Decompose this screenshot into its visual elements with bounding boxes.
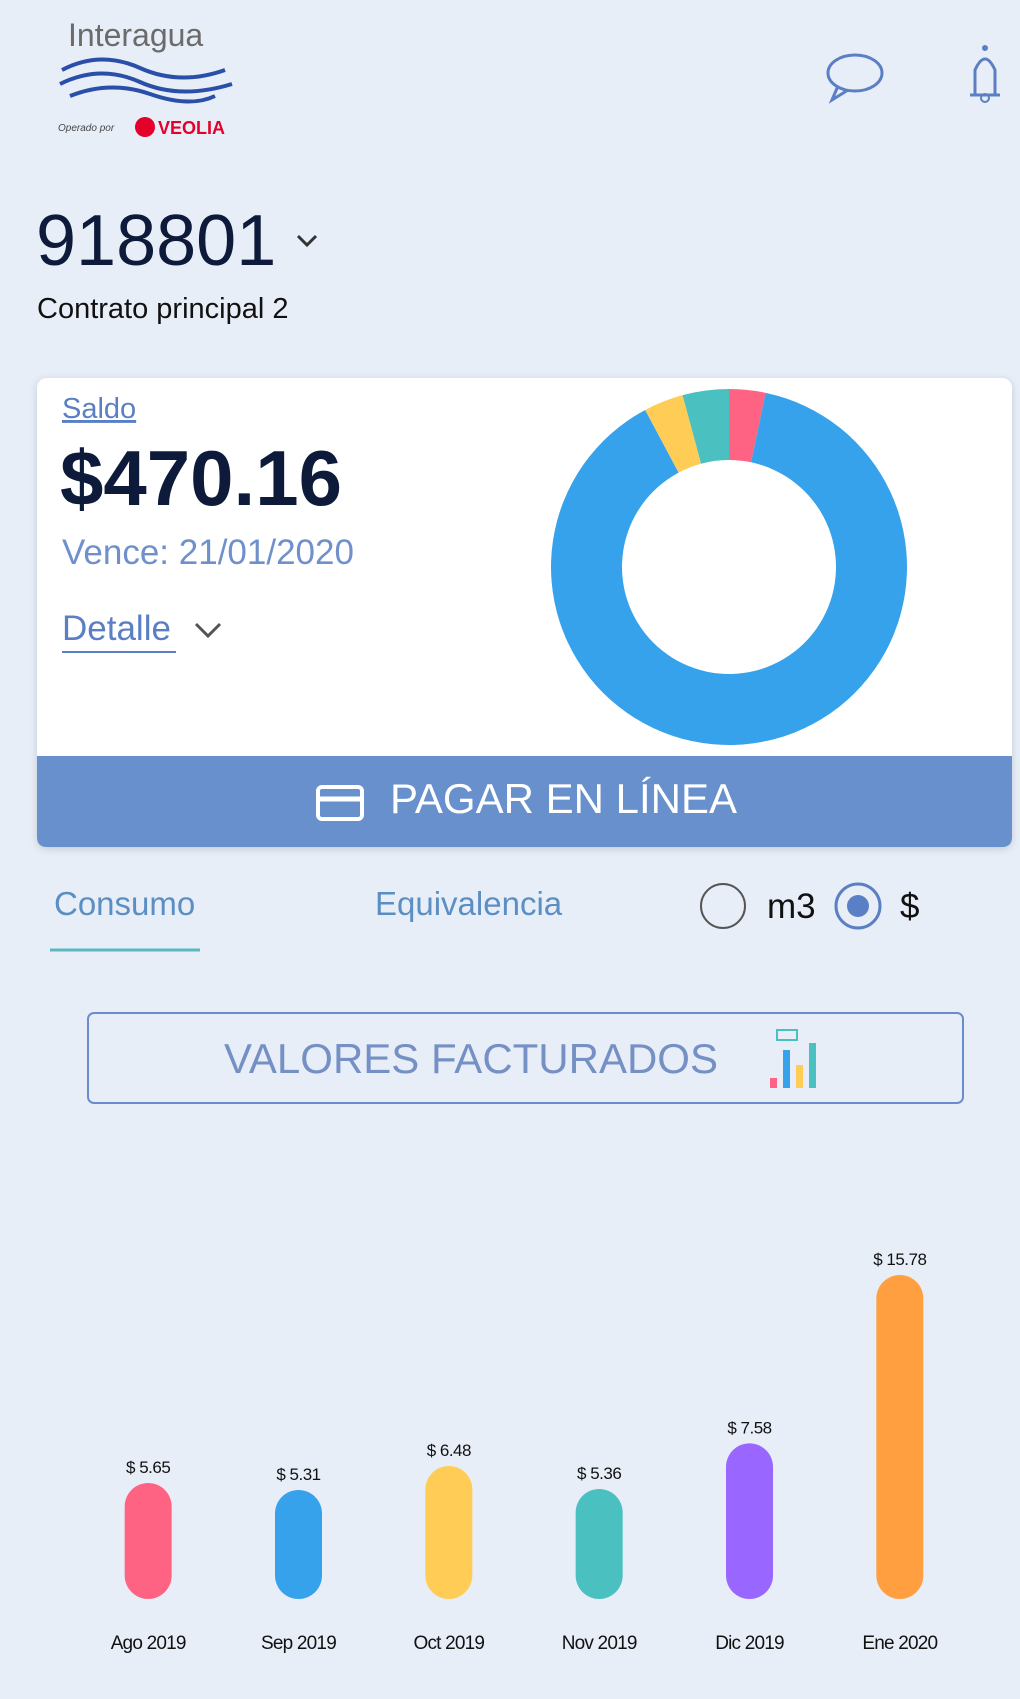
donut-segment	[551, 392, 907, 745]
bar	[425, 1465, 473, 1599]
operator-brand: VEOLIA	[158, 118, 225, 138]
account-chevron[interactable]	[296, 234, 318, 248]
balance-label[interactable]: Saldo	[62, 393, 136, 425]
radio-dollar[interactable]	[834, 882, 882, 930]
x-tick-label: Oct 2019	[413, 1633, 484, 1654]
unit-m3[interactable]: m3	[767, 887, 816, 926]
bar	[726, 1443, 773, 1599]
bar-value-label: $ 5.31	[276, 1465, 320, 1484]
bar	[275, 1489, 322, 1599]
charts: $ 5.65 Ago 2019 $ 5.31 Sep 2019 $ 6.48 Oct 20…	[111, 389, 938, 1654]
x-tick-label: Dic 2019	[715, 1633, 784, 1654]
x-tick-label: Ene 2020	[862, 1633, 937, 1654]
due-date: Vence: 21/01/2020	[62, 533, 354, 572]
tab-equivalencia[interactable]: Equivalencia	[375, 885, 563, 922]
balance-amount: $470.16	[60, 434, 342, 522]
x-tick-label: Ago 2019	[111, 1633, 186, 1654]
bar	[876, 1275, 924, 1599]
chart-icon	[770, 1029, 816, 1088]
pay-button[interactable]	[37, 756, 1012, 847]
contract-name: Contrato principal 2	[37, 293, 288, 325]
bar	[124, 1482, 172, 1599]
logo-waves	[59, 57, 233, 104]
chat-icon[interactable]	[826, 53, 884, 104]
bar-value-label: $ 5.36	[577, 1464, 621, 1483]
bar-value-label: $ 6.48	[427, 1441, 471, 1460]
radio-m3[interactable]	[700, 883, 746, 929]
bar	[575, 1488, 623, 1599]
operator: Operado por	[58, 123, 115, 134]
donut-segment	[645, 395, 702, 473]
veolia-logo	[135, 117, 155, 137]
pay-button-label[interactable]: PAGAR EN LÍNEA	[390, 775, 737, 822]
card-icon	[316, 785, 364, 821]
bar-value-label: $ 5.65	[126, 1458, 170, 1477]
radio-dollar-dot	[847, 895, 869, 917]
billed-button-label[interactable]: VALORES FACTURADOS	[224, 1035, 718, 1082]
donut-segment	[729, 389, 766, 463]
bar-value-label: $ 15.78	[873, 1250, 926, 1269]
detail-link[interactable]: Detalle	[62, 609, 171, 648]
brand: Interagua	[68, 17, 203, 53]
detail-chevron[interactable]	[194, 622, 222, 639]
bar-value-label: $ 7.58	[727, 1418, 771, 1437]
bell-icon[interactable]	[970, 45, 1000, 103]
account-number[interactable]: 918801	[36, 201, 276, 281]
x-tick-label: Sep 2019	[261, 1633, 336, 1654]
x-tick-label: Nov 2019	[562, 1633, 637, 1654]
donut-segment	[682, 389, 729, 464]
unit-dollar[interactable]: $	[900, 887, 919, 926]
tab-consumo[interactable]: Consumo	[54, 885, 195, 922]
billed-button[interactable]	[87, 1012, 964, 1104]
